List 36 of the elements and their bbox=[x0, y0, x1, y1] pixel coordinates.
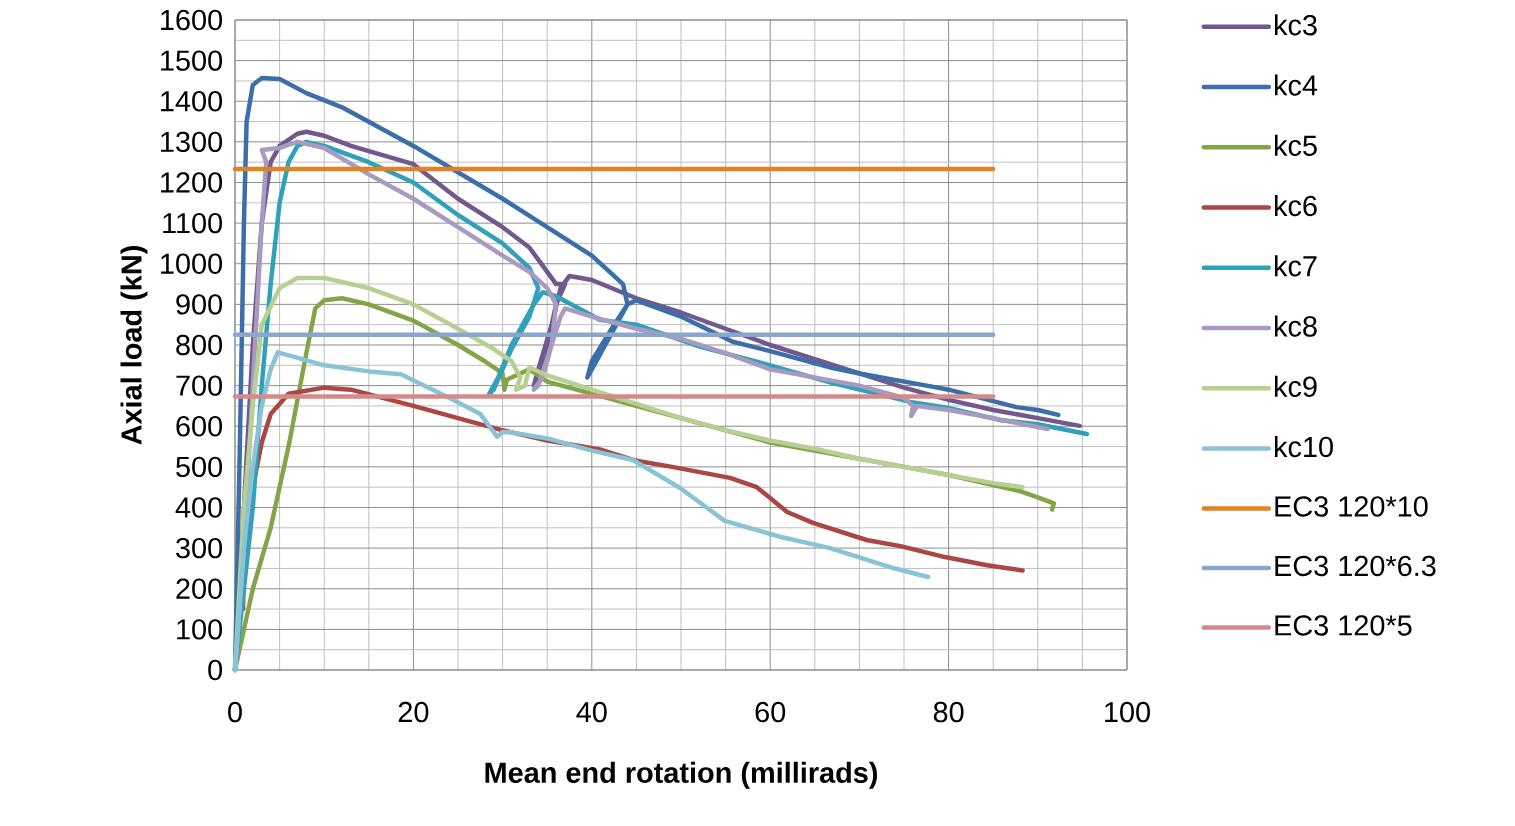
x-tick-label: 80 bbox=[933, 701, 964, 723]
y-tick-label: 1200 bbox=[161, 172, 223, 193]
y-tick-label: 1300 bbox=[161, 131, 223, 153]
legend-label: kc10 bbox=[1274, 435, 1333, 458]
legend-label: kc3 bbox=[1274, 14, 1317, 36]
legend-label: kc5 bbox=[1274, 134, 1317, 156]
x-tick-label: 0 bbox=[228, 701, 242, 723]
legend-label: EC3 120*5 bbox=[1275, 615, 1412, 636]
y-tick-label: 0 bbox=[208, 659, 223, 681]
x-tick-label: 100 bbox=[1105, 701, 1150, 723]
legend-label: EC3 120*6.3 bbox=[1275, 555, 1436, 577]
y-tick-label: 200 bbox=[176, 578, 223, 599]
legend-label: EC3 120*10 bbox=[1275, 496, 1428, 517]
legend-label: kc9 bbox=[1274, 375, 1317, 397]
y-tick-label: 700 bbox=[176, 375, 223, 396]
x-tick-label: 40 bbox=[576, 701, 607, 723]
y-tick-label: 900 bbox=[176, 294, 223, 315]
y-tick-label: 1000 bbox=[161, 253, 223, 274]
x-tick-label: 20 bbox=[398, 701, 429, 723]
y-tick-label: 600 bbox=[176, 416, 223, 437]
y-tick-label: 300 bbox=[176, 537, 223, 559]
y-tick-label: 1100 bbox=[163, 212, 223, 234]
y-tick-label: 100 bbox=[177, 619, 223, 640]
y-axis-title: Axial load (kN) bbox=[120, 246, 148, 445]
legend-label: kc6 bbox=[1274, 194, 1317, 217]
x-axis-title: Mean end rotation (millirads) bbox=[485, 761, 878, 789]
legend-label: kc4 bbox=[1274, 74, 1318, 96]
y-tick-label: 500 bbox=[176, 456, 223, 478]
legend-label: kc8 bbox=[1274, 315, 1317, 337]
legend-label: kc7 bbox=[1274, 255, 1317, 277]
y-tick-label: 1500 bbox=[161, 50, 223, 71]
y-tick-label: 400 bbox=[175, 497, 223, 518]
y-tick-label: 800 bbox=[176, 334, 223, 356]
y-tick-label: 1400 bbox=[161, 91, 223, 112]
x-tick-label: 60 bbox=[755, 701, 786, 723]
y-tick-label: 1600 bbox=[161, 9, 223, 31]
